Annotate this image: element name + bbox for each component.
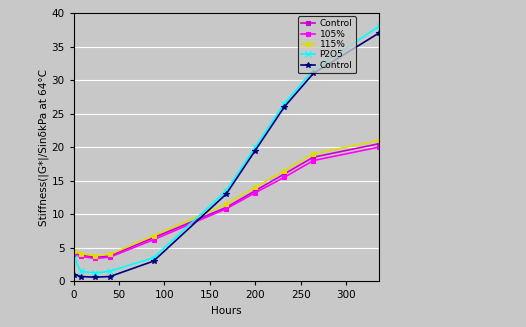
105% bbox=[310, 159, 317, 163]
115% bbox=[310, 152, 317, 156]
115% bbox=[107, 252, 113, 256]
Control bbox=[107, 275, 113, 279]
Control bbox=[310, 71, 317, 75]
Line: 105%: 105% bbox=[72, 145, 381, 261]
Control bbox=[150, 259, 157, 263]
P2O5 bbox=[107, 269, 113, 273]
P2O5 bbox=[310, 68, 317, 72]
105% bbox=[78, 254, 84, 258]
105% bbox=[107, 255, 113, 259]
P2O5 bbox=[376, 25, 382, 28]
Control bbox=[92, 275, 98, 279]
Control bbox=[70, 273, 77, 277]
115% bbox=[252, 185, 258, 189]
Y-axis label: Stiffness(|G*|/SinδkPa at 64°C: Stiffness(|G*|/SinδkPa at 64°C bbox=[38, 69, 48, 226]
P2O5 bbox=[252, 145, 258, 149]
Control bbox=[107, 254, 113, 258]
115% bbox=[223, 202, 229, 206]
115% bbox=[78, 252, 84, 256]
P2O5 bbox=[92, 271, 98, 275]
Legend: Control, 105%, 115%, P2O5, Control: Control, 105%, 115%, P2O5, Control bbox=[298, 16, 356, 73]
Control bbox=[310, 155, 317, 159]
P2O5 bbox=[281, 102, 287, 106]
105% bbox=[70, 252, 77, 256]
115% bbox=[92, 254, 98, 258]
Control bbox=[223, 192, 229, 196]
115% bbox=[281, 169, 287, 173]
P2O5 bbox=[78, 269, 84, 273]
Control bbox=[78, 275, 84, 279]
Control bbox=[281, 105, 287, 109]
Control bbox=[252, 189, 258, 193]
115% bbox=[150, 234, 157, 238]
Control bbox=[150, 236, 157, 240]
Control bbox=[223, 206, 229, 210]
115% bbox=[376, 139, 382, 143]
Control bbox=[92, 255, 98, 259]
Line: 115%: 115% bbox=[72, 138, 381, 258]
105% bbox=[252, 191, 258, 195]
105% bbox=[150, 238, 157, 242]
Line: Control: Control bbox=[71, 30, 381, 280]
105% bbox=[223, 207, 229, 211]
105% bbox=[376, 145, 382, 149]
Control bbox=[376, 31, 382, 35]
105% bbox=[281, 175, 287, 179]
Line: Control: Control bbox=[72, 142, 381, 259]
Control bbox=[252, 148, 258, 152]
X-axis label: Hours: Hours bbox=[211, 306, 241, 316]
Control bbox=[70, 251, 77, 255]
115% bbox=[70, 249, 77, 253]
Line: P2O5: P2O5 bbox=[71, 24, 381, 276]
Control bbox=[376, 142, 382, 146]
P2O5 bbox=[150, 256, 157, 260]
Control bbox=[281, 172, 287, 176]
Control bbox=[78, 253, 84, 257]
105% bbox=[92, 256, 98, 260]
P2O5 bbox=[70, 256, 77, 260]
P2O5 bbox=[223, 189, 229, 193]
